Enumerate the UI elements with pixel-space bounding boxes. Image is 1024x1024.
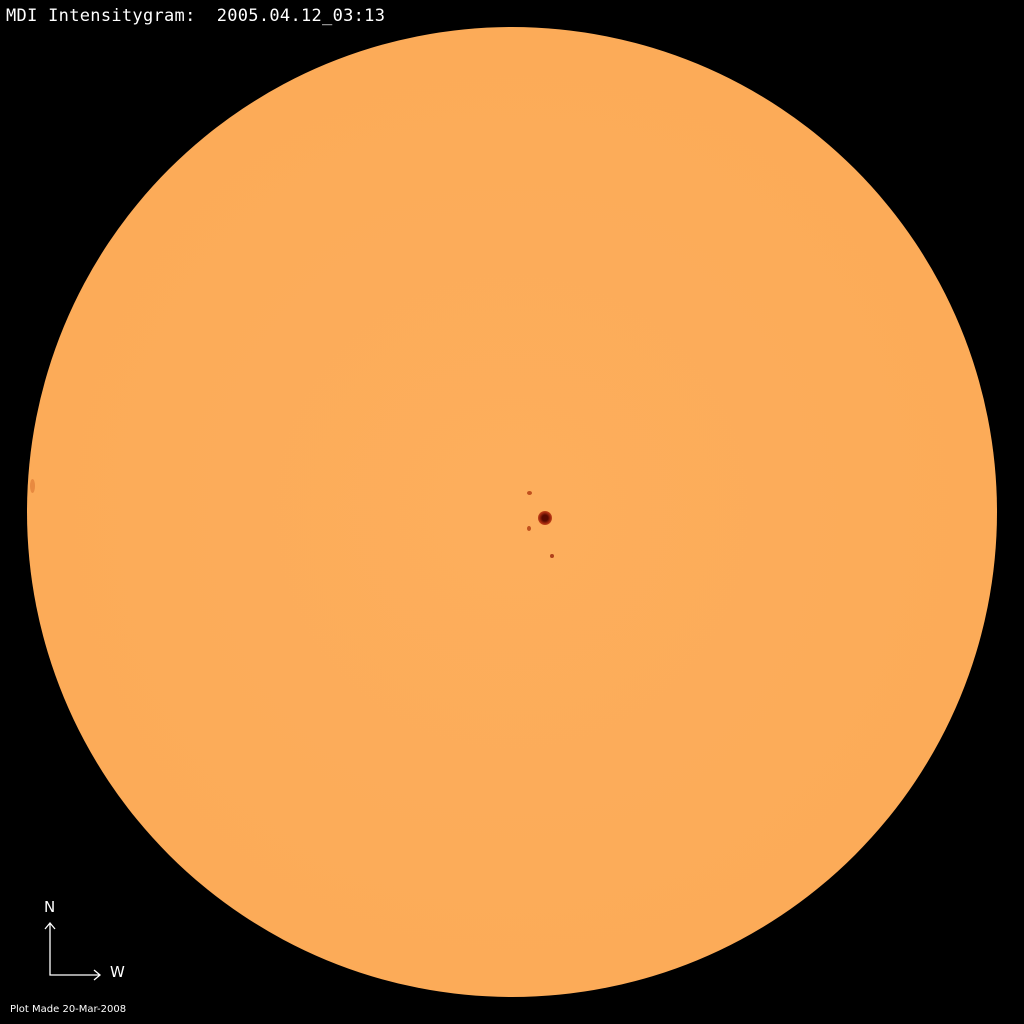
compass-axes: [40, 915, 110, 989]
image-title: MDI Intensitygram: 2005.04.12_03:13: [6, 6, 386, 26]
sunspot-main: [538, 511, 552, 525]
limb-facula: [30, 479, 35, 493]
plot-date-footer: Plot Made 20-Mar-2008: [10, 1004, 127, 1015]
sunspot-small: [550, 554, 554, 558]
compass-arrows-icon: [44, 921, 102, 981]
sunspot-small: [527, 491, 532, 495]
north-label: N: [44, 898, 56, 916]
sunspot-small: [527, 526, 531, 531]
west-label: W: [110, 963, 125, 981]
solar-disk: [27, 27, 997, 997]
